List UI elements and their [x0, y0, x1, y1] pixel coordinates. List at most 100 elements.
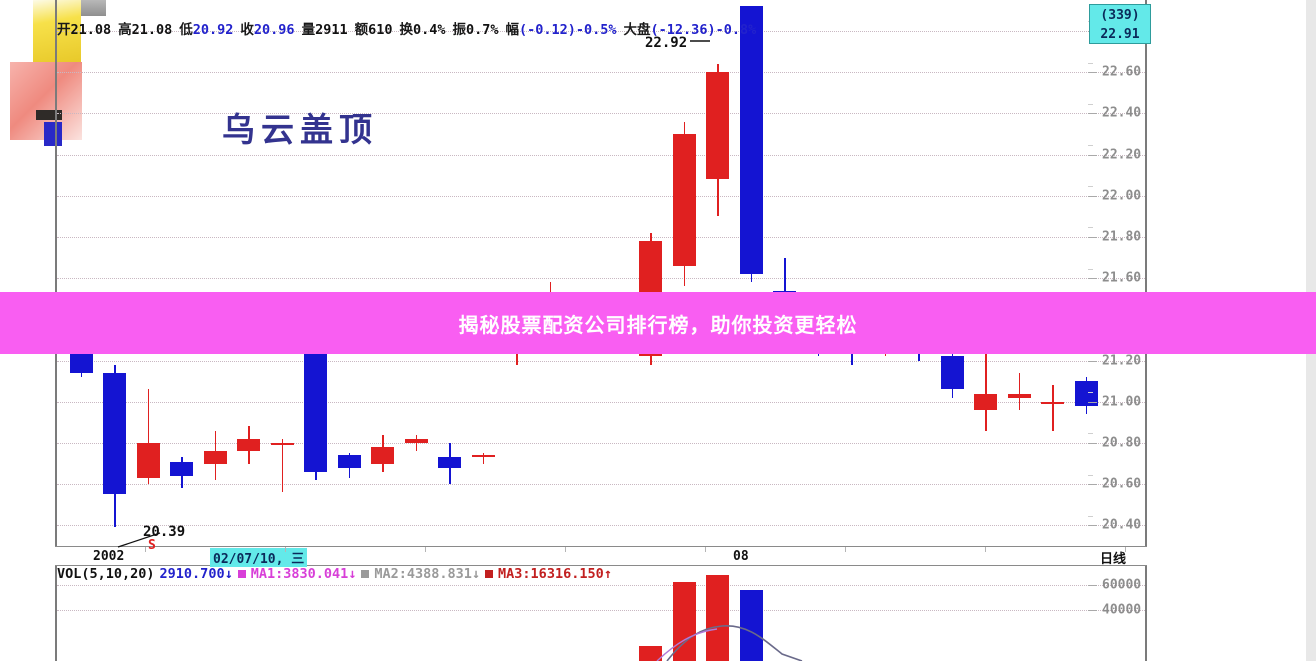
price-axis-label: 20.40 — [1102, 517, 1142, 533]
candle-wick — [985, 335, 987, 431]
high-pointer-icon — [690, 40, 710, 42]
candle-wick — [1052, 385, 1054, 431]
price-gridline — [57, 195, 1145, 197]
volume-ma-label: MA2:4388.831↓ — [374, 566, 481, 582]
price-axis-minor-tick — [1088, 186, 1093, 188]
volume-bar[interactable] — [739, 590, 763, 661]
volume-header: VOL(5,10,20) 2910.700↓ MA1:3830.041↓ MA2:43… — [57, 566, 617, 582]
price-y-axis: 22.8022.6022.4022.2022.0021.8021.6021.40… — [1088, 0, 1166, 546]
price-gridline — [57, 72, 1145, 74]
price-axis-tick — [1088, 195, 1097, 197]
price-axis-minor-tick — [1088, 474, 1093, 476]
volume-axis-label: 40000 — [1102, 602, 1142, 618]
price-axis-label: 21.20 — [1102, 353, 1142, 369]
candle-body — [404, 438, 428, 443]
quote-item-label: 换 — [399, 22, 413, 38]
volume-ma-2: MA2:4388.831↓ — [361, 566, 480, 582]
candle-body — [471, 455, 495, 458]
volume-ma-swatch-icon — [237, 570, 246, 578]
volume-axis-label: 60000 — [1102, 577, 1142, 593]
quote-header: 开21.08 高21.08 低20.92 收20.96 量2911 额610 换0.4% 振0… — [57, 18, 763, 38]
price-axis-label: 22.00 — [1102, 188, 1142, 204]
candle-body — [103, 372, 126, 495]
volume-bar[interactable] — [639, 645, 662, 661]
quote-item-value: 20.92 — [192, 22, 234, 38]
volume-ma-label: MA3:16316.150↑ — [498, 566, 612, 582]
candle-body — [203, 451, 227, 464]
price-gridline — [57, 236, 1145, 238]
quote-item-value: 21.08 — [131, 22, 173, 38]
quote-item-label: 收 — [240, 22, 254, 38]
candle-body — [974, 393, 997, 410]
price-gridline — [57, 278, 1145, 280]
price-gridline — [57, 401, 1145, 403]
price-gridline — [57, 360, 1145, 362]
quote-item-value: 610 — [368, 22, 393, 38]
date-selected-label: 02/07/10, 三 — [210, 548, 308, 567]
candle-body — [337, 455, 361, 468]
volume-ma-label: MA1:3830.041↓ — [250, 566, 357, 582]
price-axis-tick — [1088, 236, 1097, 238]
quote-item-label: 大盘 — [623, 22, 651, 38]
candle-wick — [281, 438, 283, 493]
price-axis-minor-tick — [1088, 62, 1093, 64]
last-price-value: 22.91 — [1100, 27, 1140, 42]
promo-banner-text: 揭秘股票配资公司排行榜，助你投资更轻松 — [458, 312, 858, 337]
volume-chart-pane[interactable] — [57, 566, 1145, 661]
volume-bar[interactable] — [672, 582, 696, 661]
candle-body — [706, 72, 729, 180]
candle-body — [371, 447, 394, 464]
date-axis-tick — [845, 547, 846, 552]
price-axis-minor-tick — [1088, 268, 1093, 270]
price-axis-tick — [1088, 278, 1097, 280]
last-price-box: (339) 22.91 — [1089, 4, 1151, 44]
volume-gridline — [57, 585, 1145, 586]
quote-item-9: 大盘(-12.36)-0.8% — [624, 22, 757, 38]
price-axis-label: 20.80 — [1102, 435, 1142, 451]
price-axis-label: 21.00 — [1102, 394, 1142, 410]
date-axis-tick — [425, 547, 426, 552]
quote-item-8: 幅(-0.12)-0.5% — [506, 22, 617, 38]
sell-marker: S — [148, 538, 156, 553]
volume-ma-3: MA3:16316.150↑ — [485, 566, 612, 582]
price-axis-label: 22.60 — [1102, 64, 1142, 80]
price-chart-pane[interactable] — [57, 0, 1145, 546]
date-month-label: 08 — [733, 549, 749, 564]
volume-ma-swatch-icon — [485, 570, 494, 578]
candle-body — [1074, 381, 1098, 406]
quote-item-value: 0.4% — [412, 22, 446, 38]
date-axis-tick — [145, 547, 146, 552]
price-gridline — [57, 442, 1145, 444]
quote-item-4: 量2911 — [302, 22, 348, 38]
promo-banner[interactable]: 揭秘股票配资公司排行榜，助你投资更轻松 — [0, 292, 1316, 354]
quote-item-3: 收20.96 — [240, 22, 294, 38]
low-pointer-icon — [117, 532, 161, 548]
volume-ma-1: MA1:3830.041↓ — [237, 566, 357, 582]
quote-item-label: 开 — [57, 22, 71, 38]
date-axis-tick — [985, 547, 986, 552]
date-axis-tick — [285, 547, 286, 552]
candle-body — [304, 348, 327, 472]
volume-gridline — [57, 610, 1145, 612]
price-gridline — [57, 154, 1145, 156]
quote-item-7: 振0.7% — [452, 22, 498, 38]
volume-bar[interactable] — [706, 574, 729, 661]
quote-item-value: 0.7% — [465, 22, 499, 38]
price-axis-tick — [1088, 360, 1097, 362]
quote-item-label: 幅 — [505, 22, 520, 38]
quote-item-value: (-0.12)-0.5% — [519, 22, 617, 38]
price-axis-minor-tick — [1088, 433, 1093, 435]
volume-title: VOL(5,10,20) — [57, 566, 155, 582]
date-axis-tick — [565, 547, 566, 552]
date-axis[interactable]: 2002 02/07/10, 三 08 — [55, 546, 1147, 567]
volume-axis-tick — [1088, 610, 1097, 612]
candle-wick — [415, 434, 417, 452]
price-gridline — [57, 484, 1145, 486]
pattern-annotation: 乌云盖顶 — [222, 110, 378, 149]
last-price-count: (339) — [1100, 8, 1140, 23]
candle-wick — [147, 389, 149, 485]
candle-wick — [1018, 372, 1020, 410]
price-axis-minor-tick — [1088, 227, 1093, 229]
candle-body — [270, 442, 294, 446]
